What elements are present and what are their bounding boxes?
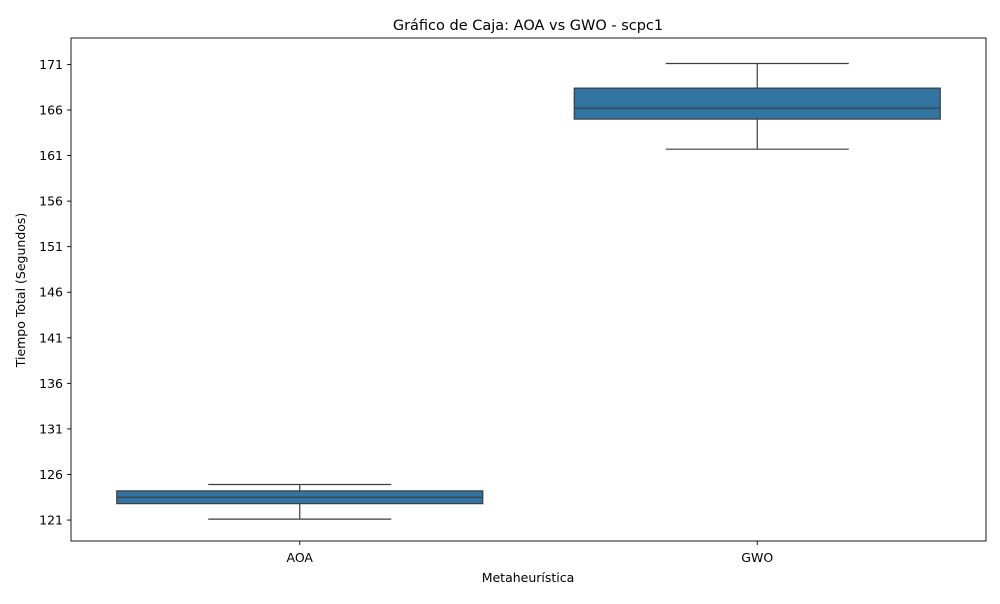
boxes-layer: [116, 62, 941, 520]
plot-frame: [70, 37, 987, 542]
y-axis: 121 126 131 136 141 146 151 156 161 166 171: [39, 57, 71, 528]
y-tick-label: 156: [39, 194, 63, 209]
x-tick-label: AOA: [286, 550, 313, 565]
y-tick-label: 171: [39, 57, 63, 72]
y-tick-label: 166: [39, 102, 63, 117]
y-tick-label: 141: [39, 330, 63, 345]
x-tick-label: GWO: [741, 550, 773, 565]
y-tick-label: 151: [39, 239, 63, 254]
box-group-aoa: [116, 483, 484, 520]
box-group-gwo: [573, 62, 941, 150]
y-tick-label: 126: [39, 467, 63, 482]
y-tick-label: 146: [39, 285, 63, 300]
y-tick-label: 131: [39, 421, 63, 436]
box-iqr: [573, 87, 941, 120]
y-tick-label: 136: [39, 376, 63, 391]
y-tick-label: 121: [39, 513, 63, 528]
x-axis-label: Metaheurística: [482, 570, 575, 585]
y-tick-label: 161: [39, 148, 63, 163]
x-axis: AOA GWO: [286, 541, 773, 565]
chart-title: Gráfico de Caja: AOA vs GWO - scpc1: [393, 18, 663, 34]
y-axis-label: Tiempo Total (Segundos): [13, 213, 28, 369]
